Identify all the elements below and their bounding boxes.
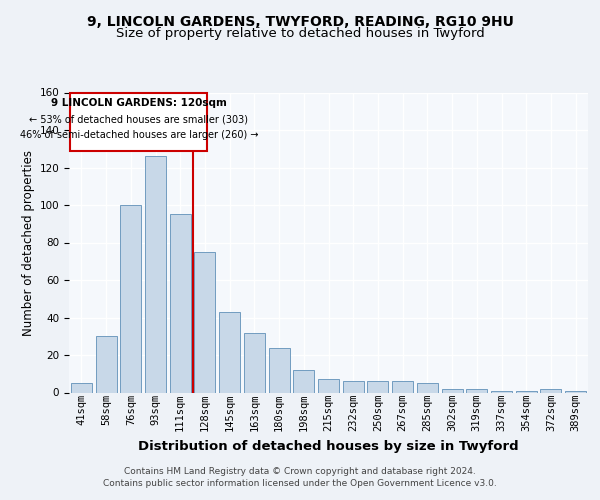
Bar <box>145 156 166 392</box>
Bar <box>219 312 240 392</box>
Bar <box>466 389 487 392</box>
Text: Contains HM Land Registry data © Crown copyright and database right 2024.: Contains HM Land Registry data © Crown c… <box>124 467 476 476</box>
Text: 9, LINCOLN GARDENS, TWYFORD, READING, RG10 9HU: 9, LINCOLN GARDENS, TWYFORD, READING, RG… <box>86 15 514 29</box>
Bar <box>442 389 463 392</box>
Text: 9 LINCOLN GARDENS: 120sqm: 9 LINCOLN GARDENS: 120sqm <box>51 98 227 108</box>
Bar <box>269 348 290 393</box>
Bar <box>516 390 537 392</box>
Bar <box>392 381 413 392</box>
Bar <box>194 252 215 392</box>
X-axis label: Distribution of detached houses by size in Twyford: Distribution of detached houses by size … <box>138 440 519 452</box>
Bar <box>120 205 141 392</box>
Bar <box>71 383 92 392</box>
Text: Size of property relative to detached houses in Twyford: Size of property relative to detached ho… <box>116 28 484 40</box>
Bar <box>70 92 208 150</box>
Bar <box>343 381 364 392</box>
Text: Contains public sector information licensed under the Open Government Licence v3: Contains public sector information licen… <box>103 478 497 488</box>
Bar <box>541 389 562 392</box>
Bar <box>95 336 116 392</box>
Text: 46% of semi-detached houses are larger (260) →: 46% of semi-detached houses are larger (… <box>20 130 258 140</box>
Bar <box>244 332 265 392</box>
Text: ← 53% of detached houses are smaller (303): ← 53% of detached houses are smaller (30… <box>29 115 248 125</box>
Bar <box>565 390 586 392</box>
Bar <box>367 381 388 392</box>
Bar <box>417 383 438 392</box>
Bar <box>293 370 314 392</box>
Y-axis label: Number of detached properties: Number of detached properties <box>22 150 35 336</box>
Bar <box>491 390 512 392</box>
Bar <box>318 380 339 392</box>
Bar <box>170 214 191 392</box>
